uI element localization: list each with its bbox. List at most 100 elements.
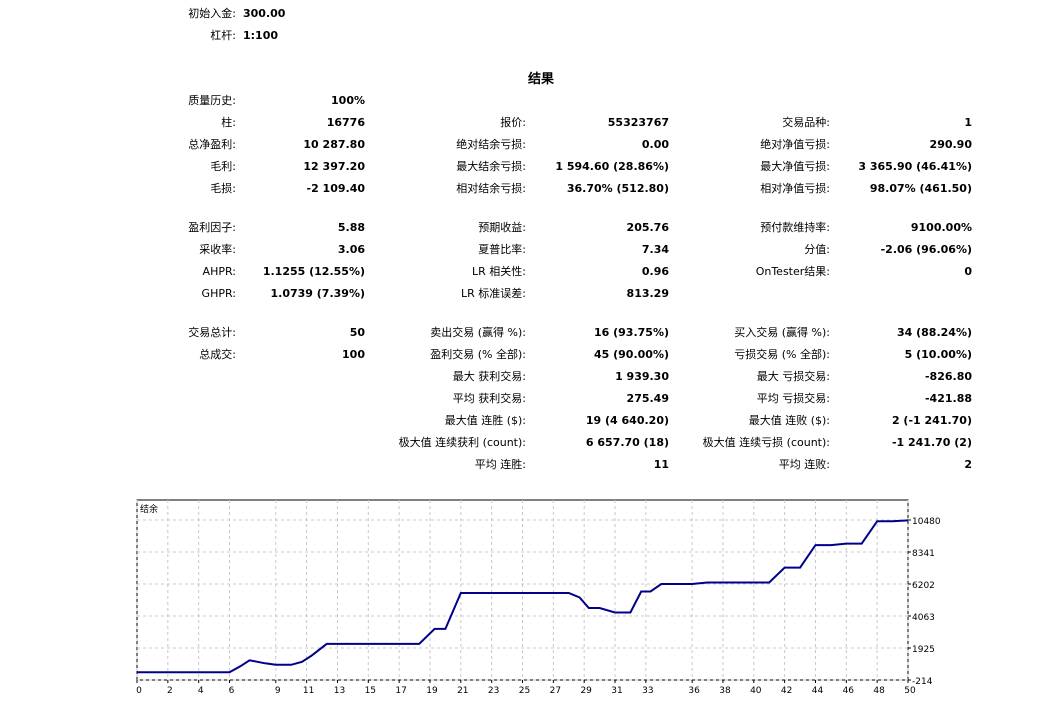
stat-label: 毛损: [210, 182, 236, 195]
stat-value: 50 [349, 326, 365, 339]
stat-label: 预期收益: [478, 221, 526, 234]
stat-value: 36.70% (512.80) [566, 182, 669, 195]
leverage-value: 1:100 [243, 29, 279, 42]
x-tick-label: 19 [426, 686, 438, 696]
x-tick-label: 38 [719, 686, 731, 696]
stat-label: 亏损交易 (% 全部): [734, 348, 830, 361]
x-tick-label: 31 [611, 686, 622, 696]
stat-value: -2.06 (96.06%) [880, 243, 972, 256]
stat-label: 极大值 连续亏损 (count): [702, 436, 830, 449]
stat-value: 98.07% (461.50) [869, 182, 972, 195]
stat-value: 5 (10.00%) [904, 348, 972, 361]
stat-value: 1.1255 (12.55%) [262, 265, 365, 278]
stat-value: 5.88 [337, 221, 365, 234]
x-tick-label: 29 [580, 686, 592, 696]
results-title: 结果 [527, 72, 554, 87]
x-tick-label: 48 [873, 686, 885, 696]
stat-value: -1 241.70 (2) [891, 436, 972, 449]
x-tick-label: 11 [303, 686, 314, 696]
stat-value: -2 109.40 [306, 182, 366, 195]
stat-value: 9100.00% [910, 221, 972, 234]
stat-value: 34 (88.24%) [896, 326, 972, 339]
y-tick-label: 8341 [912, 549, 935, 559]
x-tick-label: 13 [334, 686, 345, 696]
stat-label: 盈利因子: [188, 221, 236, 234]
stat-value: 16 (93.75%) [593, 326, 669, 339]
stat-label: 卖出交易 (赢得 %): [430, 326, 526, 339]
stat-label: GHPR: [201, 287, 236, 300]
y-axis: -214 1925 4063 6202 8341 10480 [908, 517, 941, 687]
stat-label: 最大净值亏损: [760, 160, 830, 173]
x-tick-label: 9 [275, 686, 281, 696]
stat-label: 平均 获利交易: [452, 392, 526, 405]
stat-value: 290.90 [929, 138, 972, 151]
stat-value: 0.00 [641, 138, 669, 151]
stat-label: 极大值 连续获利 (count): [398, 436, 526, 449]
x-tick-label: 42 [781, 686, 792, 696]
stat-label: 盈利交易 (% 全部): [430, 348, 526, 361]
x-tick-label: 33 [642, 686, 653, 696]
stat-value: 2 [964, 458, 972, 471]
x-tick-label: 50 [904, 686, 916, 696]
stat-value: 19 (4 640.20) [585, 414, 669, 427]
x-tick-label: 4 [198, 686, 204, 696]
x-tick-label: 0 [136, 686, 142, 696]
x-tick-label: 15 [365, 686, 376, 696]
stat-label: 最大值 连胜 ($): [444, 414, 526, 427]
x-tick-label: 27 [550, 686, 561, 696]
stat-value: 813.29 [626, 287, 669, 300]
stat-value: -826.80 [924, 370, 972, 383]
stat-value: 205.76 [626, 221, 669, 234]
stat-value: 100 [342, 348, 365, 361]
stat-label: 总成交: [199, 348, 236, 361]
stat-label: 绝对净值亏损: [760, 138, 830, 151]
stat-label: 毛利: [210, 160, 236, 173]
stat-label: 质量历史: [188, 94, 236, 107]
stat-label: 采收率: [199, 243, 236, 256]
stat-value: 11 [653, 458, 669, 471]
stat-label: 平均 连败: [778, 458, 830, 471]
stat-label: 最大 亏损交易: [756, 370, 830, 383]
stat-value: 3 365.90 (46.41%) [858, 160, 972, 173]
stat-label: OnTester结果: [755, 265, 830, 278]
x-tick-label: 44 [812, 686, 824, 696]
stat-value: 12 397.20 [303, 160, 365, 173]
stat-value: 45 (90.00%) [593, 348, 669, 361]
stat-label: 绝对结余亏损: [456, 138, 526, 151]
stat-label: AHPR: [202, 265, 236, 278]
balance-line [137, 519, 909, 674]
y-tick-label: 6202 [912, 581, 935, 591]
stat-value: 0.96 [641, 265, 669, 278]
stat-label: 夏普比率: [478, 243, 526, 256]
stat-label: 柱: [221, 116, 236, 129]
stat-label: LR 标准误差: [461, 287, 526, 300]
stat-value: 100% [331, 94, 365, 107]
x-tick-label: 2 [167, 686, 173, 696]
stat-label: 交易品种: [782, 116, 830, 129]
y-tick-label: 4063 [912, 613, 935, 623]
stat-value: 275.49 [626, 392, 669, 405]
x-tick-label: 6 [229, 686, 235, 696]
deposit-label: 初始入金: [188, 7, 236, 20]
stat-value: 10 287.80 [303, 138, 365, 151]
x-tick-label: 17 [395, 686, 406, 696]
stat-value: 1 939.30 [615, 370, 669, 383]
stat-value: 7.34 [641, 243, 669, 256]
y-tick-label: 10480 [912, 517, 941, 527]
stat-value: 1.0739 (7.39%) [270, 287, 366, 300]
stat-label: 相对结余亏损: [456, 182, 526, 195]
stat-label: 平均 连胜: [474, 458, 526, 471]
x-tick-label: 40 [750, 686, 762, 696]
stat-label: 最大结余亏损: [456, 160, 526, 173]
stat-value: 3.06 [337, 243, 365, 256]
stat-label: 最大 获利交易: [452, 370, 526, 383]
x-tick-label: 36 [688, 686, 700, 696]
stat-label: 平均 亏损交易: [756, 392, 830, 405]
deposit-value: 300.00 [243, 7, 286, 20]
stat-label: 分值: [804, 243, 830, 256]
stat-label: LR 相关性: [472, 265, 526, 278]
chart-grid [136, 500, 909, 681]
chart-title: 结余 [140, 503, 158, 515]
stat-label: 交易总计: [188, 326, 236, 339]
stat-label: 预付款维持率: [760, 221, 830, 234]
